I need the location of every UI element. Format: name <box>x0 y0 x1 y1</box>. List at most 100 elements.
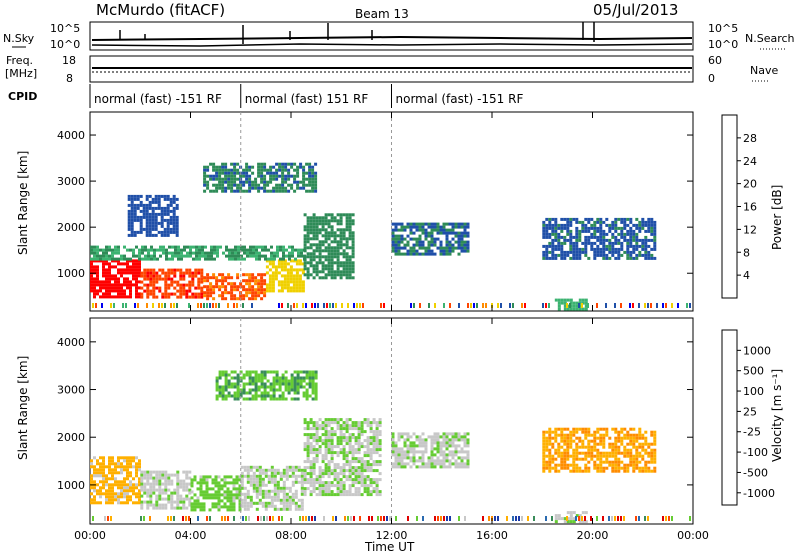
heatmap-cell <box>236 288 240 292</box>
heatmap-cell <box>569 304 573 308</box>
heatmap-cell <box>421 459 425 463</box>
heatmap-cell <box>611 463 615 467</box>
heatmap-cell <box>324 267 328 271</box>
heatmap-cell <box>248 288 252 292</box>
heatmap-cell <box>224 174 228 178</box>
heatmap-cell <box>351 433 355 437</box>
heatmap-cell <box>563 451 567 455</box>
heatmap-cell <box>584 217 588 221</box>
heatmap-cell <box>151 227 155 231</box>
heatmap-cell <box>185 485 189 489</box>
heatmap-cell <box>173 274 177 278</box>
heatmap-cell <box>197 286 201 290</box>
heatmap-cell <box>312 225 316 229</box>
heatmap-cell <box>653 430 657 434</box>
ground-scatter-cell <box>197 516 199 521</box>
heatmap-cell <box>397 459 401 463</box>
heatmap-cell <box>117 286 120 290</box>
heatmap-cell <box>152 476 156 480</box>
heatmap-cell <box>288 254 291 258</box>
heatmap-cell <box>578 427 582 431</box>
heatmap-cell <box>339 433 343 437</box>
heatmap-cell <box>172 224 176 228</box>
heatmap-cell <box>245 294 249 298</box>
heatmap-cell <box>174 245 177 249</box>
heatmap-cell <box>575 454 579 458</box>
heatmap-cell <box>265 289 269 293</box>
heatmap-cell <box>198 254 201 258</box>
heatmap-cell <box>545 463 549 467</box>
heatmap-cell <box>275 183 279 187</box>
heatmap-cell <box>135 283 138 287</box>
heatmap-cell <box>281 373 285 377</box>
heatmap-cell <box>454 444 458 448</box>
heatmap-cell <box>273 251 276 255</box>
heatmap-cell <box>311 376 315 380</box>
heatmap-cell <box>318 240 322 244</box>
heatmap-cell <box>232 478 236 482</box>
heatmap-cell <box>231 254 234 258</box>
heatmap-cell <box>245 180 249 184</box>
heatmap-cell <box>264 483 268 487</box>
heatmap-cell <box>584 457 588 461</box>
heatmap-cell <box>324 436 328 440</box>
heatmap-cell <box>96 459 99 463</box>
heatmap-cell <box>360 421 364 425</box>
heatmap-cell <box>193 505 197 509</box>
heatmap-cell <box>342 445 346 449</box>
heatmap-cell <box>211 505 215 509</box>
heatmap-cell <box>342 454 346 458</box>
heatmap-cell <box>623 436 627 440</box>
heatmap-cell <box>439 228 443 232</box>
heatmap-cell <box>394 447 398 451</box>
heatmap-cell <box>290 183 294 187</box>
heatmap-cell <box>170 268 174 272</box>
heatmap-cell <box>308 165 312 169</box>
heatmap-cell <box>209 276 213 280</box>
heatmap-cell <box>375 478 379 482</box>
heatmap-cell <box>372 463 376 467</box>
heatmap-cell <box>166 206 170 210</box>
heatmap-cell <box>269 382 273 386</box>
heatmap-cell <box>167 473 171 477</box>
heatmap-cell <box>203 177 207 181</box>
heatmap-cell <box>240 486 244 490</box>
heatmap-cell <box>168 257 171 261</box>
heatmap-cell <box>602 469 606 473</box>
ground-scatter-cell <box>242 516 244 521</box>
heatmap-cell <box>226 493 230 497</box>
heatmap-cell <box>400 453 404 457</box>
heatmap-cell <box>248 397 252 401</box>
ground-scatter-cell <box>209 303 211 308</box>
heatmap-cell <box>305 382 309 386</box>
heatmap-cell <box>312 445 316 449</box>
x-tick-label: 12:00 <box>376 529 408 542</box>
heatmap-cell <box>324 264 328 268</box>
ground-scatter-cell <box>92 303 94 308</box>
heatmap-cell <box>102 462 105 466</box>
heatmap-cell <box>629 436 633 440</box>
heatmap-cell <box>270 477 274 481</box>
heatmap-cell <box>614 250 618 254</box>
heatmap-cell <box>285 468 289 472</box>
heatmap-cell <box>108 459 111 463</box>
heatmap-cell <box>578 301 582 305</box>
heatmap-cell <box>653 469 657 473</box>
heatmap-cell <box>245 279 249 283</box>
heatmap-cell <box>246 495 250 499</box>
heatmap-cell <box>602 451 606 455</box>
heatmap-cell <box>138 489 141 493</box>
heatmap-cell <box>272 394 276 398</box>
heatmap-cell <box>575 217 579 221</box>
heatmap-cell <box>240 504 244 508</box>
heatmap-cell <box>169 230 173 234</box>
heatmap-cell <box>265 265 269 269</box>
heatmap-cell <box>99 456 102 460</box>
heatmap-cell <box>132 271 135 275</box>
heatmap-cell <box>318 246 322 250</box>
heatmap-cell <box>236 189 240 193</box>
heatmap-cell <box>611 442 615 446</box>
heatmap-cell <box>96 471 99 475</box>
heatmap-cell <box>433 462 437 466</box>
